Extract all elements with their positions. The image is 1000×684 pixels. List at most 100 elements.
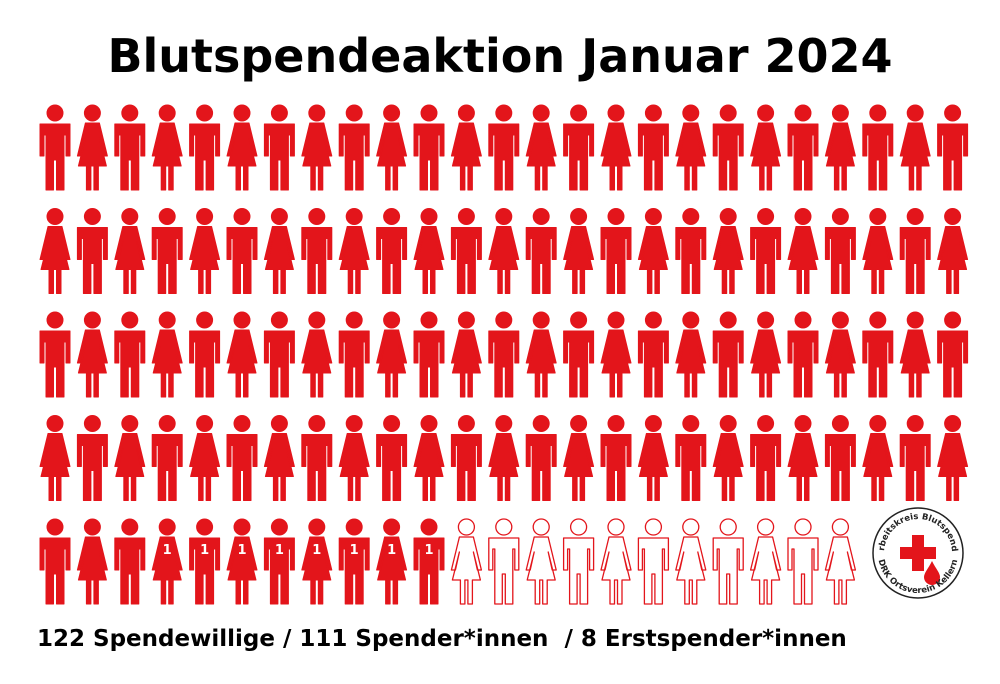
figure-head — [757, 415, 775, 432]
donor-figure — [563, 415, 595, 501]
donor-figure — [76, 518, 108, 605]
figure-body — [301, 434, 333, 501]
figure-head — [869, 104, 887, 122]
figure-head — [420, 208, 438, 225]
figure-body — [675, 122, 707, 191]
figure-head — [121, 415, 139, 432]
donor-figure — [263, 415, 295, 501]
figure-body — [750, 434, 782, 501]
figure-body — [675, 227, 707, 294]
figure-body — [413, 123, 445, 191]
figure-body — [899, 227, 931, 294]
figure-head — [345, 208, 363, 225]
figure-body — [637, 433, 669, 501]
figure-head — [270, 415, 288, 432]
figure-head — [233, 415, 251, 432]
logo: Arbeitskreis Blutspende DRK Ortsverein K… — [872, 507, 964, 599]
figure-head — [83, 311, 101, 329]
donor-figure — [263, 208, 295, 294]
figure-head — [831, 104, 849, 122]
donor-figure — [413, 311, 445, 398]
figure-body — [787, 123, 819, 191]
figure-head — [158, 518, 176, 536]
figure-body — [787, 330, 819, 398]
figure-head — [607, 311, 625, 329]
figure-head — [644, 311, 662, 329]
figure-body — [600, 536, 632, 605]
caption-separator: / — [283, 626, 292, 652]
donor-figure — [338, 311, 370, 398]
donor-figure — [114, 415, 146, 501]
figure-body — [301, 329, 333, 398]
figure-body — [937, 123, 969, 191]
donor-figure — [413, 208, 445, 294]
figure-head — [719, 208, 737, 225]
figure-head — [944, 104, 962, 122]
donor-figure — [338, 415, 370, 501]
figure-head — [906, 208, 924, 225]
donor-figure — [114, 104, 146, 191]
figure-head — [158, 311, 176, 329]
first-time-label: 1 — [350, 543, 359, 558]
donor-figure — [712, 415, 744, 501]
donor-figure — [787, 208, 819, 294]
figure-body — [862, 433, 894, 501]
figure-body — [488, 330, 520, 398]
figure-head — [383, 104, 401, 122]
donor-figure — [600, 208, 632, 294]
donor-figure — [39, 518, 71, 605]
donor-figure — [376, 311, 408, 398]
figure-body — [376, 536, 408, 605]
caption-first-time: 8 Erstspender*innen — [581, 626, 847, 652]
figure-head — [570, 208, 588, 225]
figure-body — [189, 537, 221, 605]
donor-figure — [151, 311, 183, 398]
figure-head — [270, 104, 288, 122]
figure-head — [831, 311, 849, 329]
figure-head — [158, 415, 176, 432]
figure-head — [719, 415, 737, 432]
donor-figure — [787, 104, 819, 191]
donor-figure — [712, 104, 744, 191]
figure-head — [383, 311, 401, 329]
donor-figure — [301, 104, 333, 191]
donor-figure — [525, 208, 557, 294]
donor-figure — [189, 415, 221, 501]
figure-head — [158, 104, 176, 122]
figure-body — [563, 330, 595, 398]
figure-body — [226, 434, 258, 501]
figure-body — [563, 123, 595, 191]
figure-body — [488, 226, 520, 294]
figure-body — [189, 123, 221, 191]
figure-head — [233, 208, 251, 225]
donor-figure: 1 — [189, 518, 221, 605]
figure-head — [308, 415, 326, 432]
donor-figure: 1 — [338, 518, 370, 605]
volunteer-figure — [712, 518, 744, 605]
figure-body — [450, 536, 483, 605]
figure-head — [944, 208, 962, 225]
figure-head — [757, 311, 775, 329]
figure-head — [607, 208, 625, 225]
figure-head — [682, 104, 700, 122]
figure-head — [158, 208, 176, 225]
donor-figure — [862, 415, 894, 501]
figure-body — [76, 536, 108, 605]
figure-body — [39, 226, 71, 294]
figure-body — [525, 227, 557, 294]
figure-head — [719, 518, 737, 536]
figure-head — [270, 518, 288, 536]
figure-body — [563, 433, 595, 501]
figure-body — [226, 122, 258, 191]
figure-body — [413, 433, 445, 501]
figure-head — [495, 104, 513, 122]
figure-body — [151, 122, 183, 191]
donor-figure — [637, 311, 669, 398]
figure-head — [794, 518, 812, 536]
figure-head — [46, 104, 64, 122]
donor-figure — [76, 208, 108, 294]
donor-figure — [563, 104, 595, 191]
donor-figure — [114, 311, 146, 398]
figure-head — [270, 208, 288, 225]
donor-figure — [525, 311, 557, 398]
